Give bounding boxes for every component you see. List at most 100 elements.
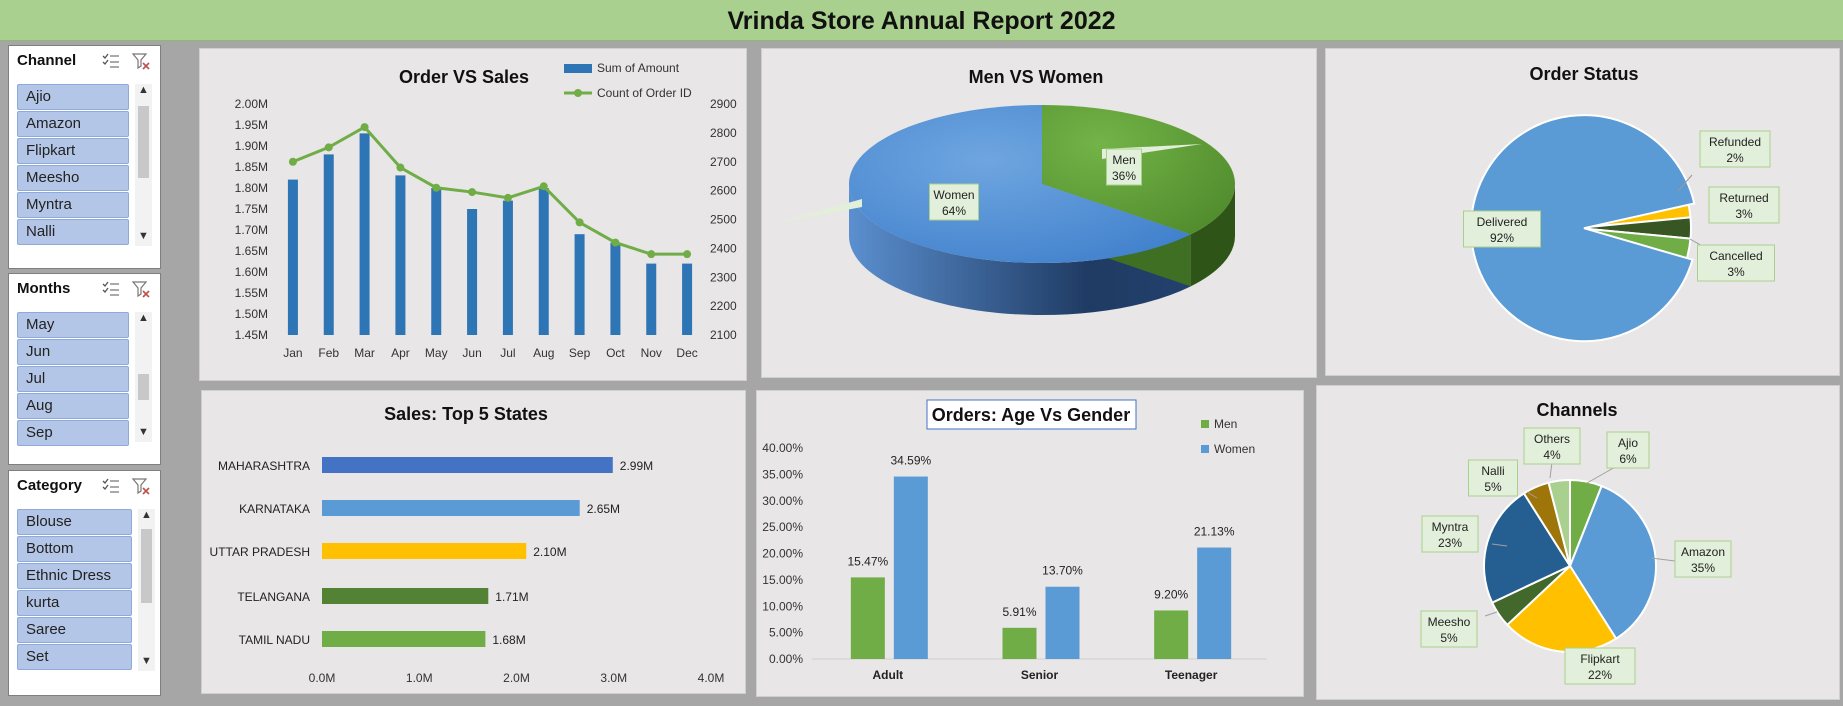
y-right-tick-label: 2200 [710, 299, 737, 313]
y-tick-label: 0.00% [769, 652, 803, 666]
slicer-item-jul[interactable]: Jul [17, 366, 129, 392]
cancelled-label-box [1697, 244, 1775, 282]
age-vs-gender-panel: Orders: Age Vs Gender 40.00% 35.00% 30.00% 2… [756, 390, 1304, 697]
line-point-jun [468, 188, 477, 197]
slicer-item-sep[interactable]: Sep [17, 420, 129, 446]
slicer-item-jun[interactable]: Jun [17, 339, 129, 365]
x-tick-label: 4.0M [698, 671, 725, 685]
order-count-line [292, 125, 688, 256]
scroll-down-icon[interactable]: ▼ [138, 230, 149, 242]
ajio-leader [1586, 465, 1618, 484]
slicer-item-amazon[interactable]: Amazon [17, 111, 129, 137]
slicer-item-saree[interactable]: Saree [17, 617, 132, 643]
x-tick-label: 3.0M [600, 671, 627, 685]
x-tick-label: Jun [462, 346, 481, 360]
slicer-item-kurta[interactable]: kurta [17, 590, 132, 616]
women-slice-top [849, 105, 1191, 263]
delivered-label-box [1463, 210, 1541, 248]
slicer-item-nalli[interactable]: Nalli [17, 219, 129, 245]
x-tick-label: May [425, 346, 448, 360]
myntra-label-box [1421, 515, 1479, 553]
bar-value-label: 1.71M [495, 590, 528, 604]
scroll-down-icon[interactable]: ▼ [138, 426, 149, 438]
legend-marker-count [574, 89, 582, 97]
line-point-mar [360, 123, 369, 132]
line-point-jan [288, 157, 297, 166]
slicer-item-aug[interactable]: Aug [17, 393, 129, 419]
flipkart-slice [1505, 564, 1618, 653]
bar-value-label: 15.47% [847, 554, 888, 568]
slicer-item-myntra[interactable]: Myntra [17, 192, 129, 218]
multi-select-icon[interactable] [101, 279, 121, 299]
multi-select-icon[interactable] [101, 476, 121, 496]
men-vs-women-panel: Men VS Women Men 36% Women 64% [761, 48, 1317, 378]
slicer-scrollbar[interactable]: ▲ ▼ [135, 312, 152, 442]
legend-swatch-men [1201, 420, 1209, 428]
slicer-item-ethnic-dress[interactable]: Ethnic Dress [17, 563, 132, 589]
slicer-item-bottom[interactable]: Bottom [17, 536, 132, 562]
y-right-tick-label: 2100 [710, 328, 737, 342]
scroll-thumb[interactable] [138, 106, 149, 178]
returned-label-value: 3% [1735, 207, 1753, 221]
meesho-leader [1484, 611, 1498, 617]
scroll-up-icon[interactable]: ▲ [141, 509, 152, 521]
slicer-item-may[interactable]: May [17, 312, 129, 338]
x-tick-label: Mar [354, 346, 375, 360]
ajio-label-value: 6% [1619, 452, 1637, 466]
line-point-jul [503, 193, 512, 202]
slicer-item-ajio[interactable]: Ajio [17, 84, 129, 110]
x-tick-label: Teenager [1165, 668, 1218, 682]
slicer-item-set[interactable]: Set [17, 644, 132, 670]
scroll-thumb[interactable] [141, 529, 152, 603]
bar-dec [682, 263, 693, 335]
slicer-item-blouse[interactable]: Blouse [17, 509, 132, 535]
chart-title: Orders: Age Vs Gender [932, 405, 1130, 425]
legend-label-amount: Sum of Amount [597, 61, 680, 75]
bar-men-senior [1002, 627, 1037, 659]
nalli-label-value: 5% [1484, 480, 1502, 494]
line-point-sep [575, 218, 584, 227]
slicer-scrollbar[interactable]: ▲ ▼ [135, 84, 152, 246]
nalli-label-box [1468, 459, 1518, 497]
slicer-item-meesho[interactable]: Meesho [17, 165, 129, 191]
slicer-item-flipkart[interactable]: Flipkart [17, 138, 129, 164]
clear-filter-icon[interactable] [131, 51, 151, 71]
legend-label-women: Women [1214, 442, 1255, 456]
age-vs-gender-chart: Orders: Age Vs Gender 40.00% 35.00% 30.00% 2… [762, 399, 1267, 682]
scroll-up-icon[interactable]: ▲ [138, 84, 149, 96]
y-left-tick-label: 2.00M [235, 97, 268, 111]
bar-women-senior [1045, 586, 1080, 659]
bar-tamil-nadu [322, 631, 486, 647]
bar-value-label: 13.70% [1042, 564, 1083, 578]
state-label-tamil-nadu: TAMIL NADU [239, 633, 310, 647]
scroll-up-icon[interactable]: ▲ [138, 312, 149, 324]
y-tick-label: 30.00% [762, 494, 803, 508]
bar-value-label: 2.10M [533, 545, 566, 559]
state-label-telangana: TELANGANA [237, 590, 310, 604]
multi-select-icon[interactable] [101, 51, 121, 71]
state-label-uttar-pradesh: UTTAR PRADESH [210, 545, 310, 559]
y-left-tick-label: 1.60M [235, 265, 268, 279]
clear-filter-icon[interactable] [131, 279, 151, 299]
y-right-tick-label: 2700 [710, 155, 737, 169]
meesho-label-name: Meesho [1428, 615, 1471, 629]
others-slice [1547, 478, 1571, 567]
myntra-slice [1483, 492, 1572, 604]
bar-nov [646, 263, 657, 335]
meesho-label-box [1420, 610, 1478, 648]
bar-maharashtra [322, 457, 613, 473]
flipkart-label-value: 22% [1588, 668, 1612, 682]
women-callout-pointer [772, 199, 862, 224]
order-status-panel: Order Status Delivered 92% Refunded 2% Return… [1325, 48, 1840, 376]
bar-value-label: 21.13% [1194, 525, 1235, 539]
y-tick-label: 10.00% [762, 599, 803, 613]
scroll-down-icon[interactable]: ▼ [141, 655, 152, 667]
bar-women-teenager [1197, 547, 1232, 659]
bar-women-adult [893, 476, 928, 659]
clear-filter-icon[interactable] [131, 476, 151, 496]
slicer-scrollbar[interactable]: ▲ ▼ [138, 509, 155, 671]
women-label-value: 64% [942, 204, 966, 218]
scroll-thumb[interactable] [138, 374, 149, 400]
y-tick-label: 40.00% [762, 441, 803, 455]
legend-label-men: Men [1214, 417, 1237, 431]
